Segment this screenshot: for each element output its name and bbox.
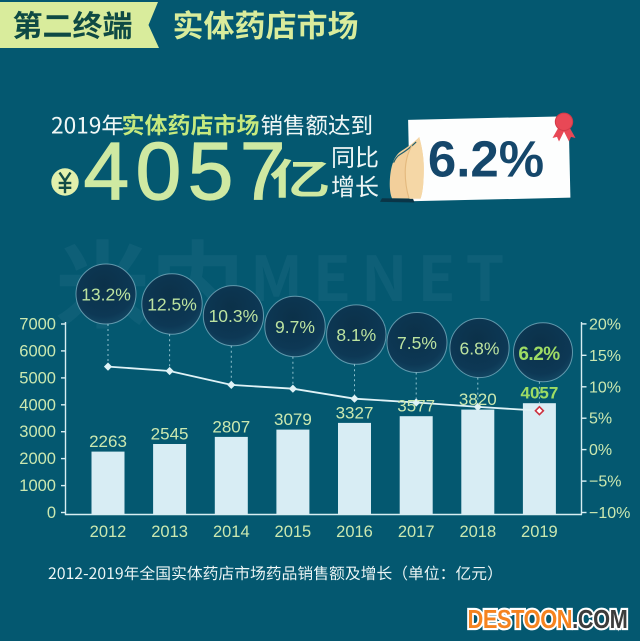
svg-text:10.3%: 10.3%	[209, 306, 259, 326]
svg-text:15%: 15%	[589, 348, 621, 365]
svg-text:3577: 3577	[397, 397, 435, 416]
svg-text:1000: 1000	[19, 477, 56, 495]
svg-text:4000: 4000	[19, 396, 56, 414]
svg-text:7000: 7000	[19, 316, 56, 334]
svg-text:13.2%: 13.2%	[81, 285, 131, 305]
svg-text:12.5%: 12.5%	[147, 295, 197, 315]
svg-text:3820: 3820	[459, 390, 497, 409]
svg-text:2013: 2013	[151, 523, 188, 541]
svg-text:2807: 2807	[212, 417, 250, 436]
svg-text:4057: 4057	[520, 384, 558, 403]
svg-text:9.7%: 9.7%	[275, 317, 315, 337]
svg-text:7.5%: 7.5%	[397, 333, 437, 353]
svg-text:2016: 2016	[336, 523, 373, 541]
svg-text:6.2%: 6.2%	[428, 131, 544, 188]
svg-text:8.1%: 8.1%	[336, 325, 376, 345]
svg-text:6.2%: 6.2%	[518, 344, 560, 365]
svg-text:2263: 2263	[89, 432, 127, 451]
svg-text:2014: 2014	[213, 523, 250, 541]
svg-text:6000: 6000	[19, 342, 56, 360]
svg-text:5%: 5%	[589, 411, 612, 428]
svg-text:2545: 2545	[151, 425, 189, 444]
svg-text:2000: 2000	[19, 450, 56, 468]
svg-text:3327: 3327	[336, 403, 374, 422]
svg-text:2012: 2012	[90, 523, 127, 541]
svg-text:3000: 3000	[19, 423, 56, 441]
svg-text:2015: 2015	[275, 523, 312, 541]
svg-text:DESTOON.COM: DESTOON.COM	[468, 605, 628, 634]
svg-text:0: 0	[47, 504, 56, 522]
svg-text:−5%: −5%	[589, 474, 621, 491]
svg-text:10%: 10%	[589, 379, 621, 396]
svg-text:−10%: −10%	[589, 505, 630, 522]
svg-text:5000: 5000	[19, 369, 56, 387]
svg-text:2019: 2019	[521, 523, 558, 541]
svg-text:3079: 3079	[274, 410, 312, 429]
svg-text:6.8%: 6.8%	[460, 339, 500, 359]
svg-text:20%: 20%	[589, 316, 621, 333]
svg-text:0%: 0%	[589, 442, 612, 459]
svg-text:2018: 2018	[459, 523, 496, 541]
svg-text:2017: 2017	[398, 523, 435, 541]
